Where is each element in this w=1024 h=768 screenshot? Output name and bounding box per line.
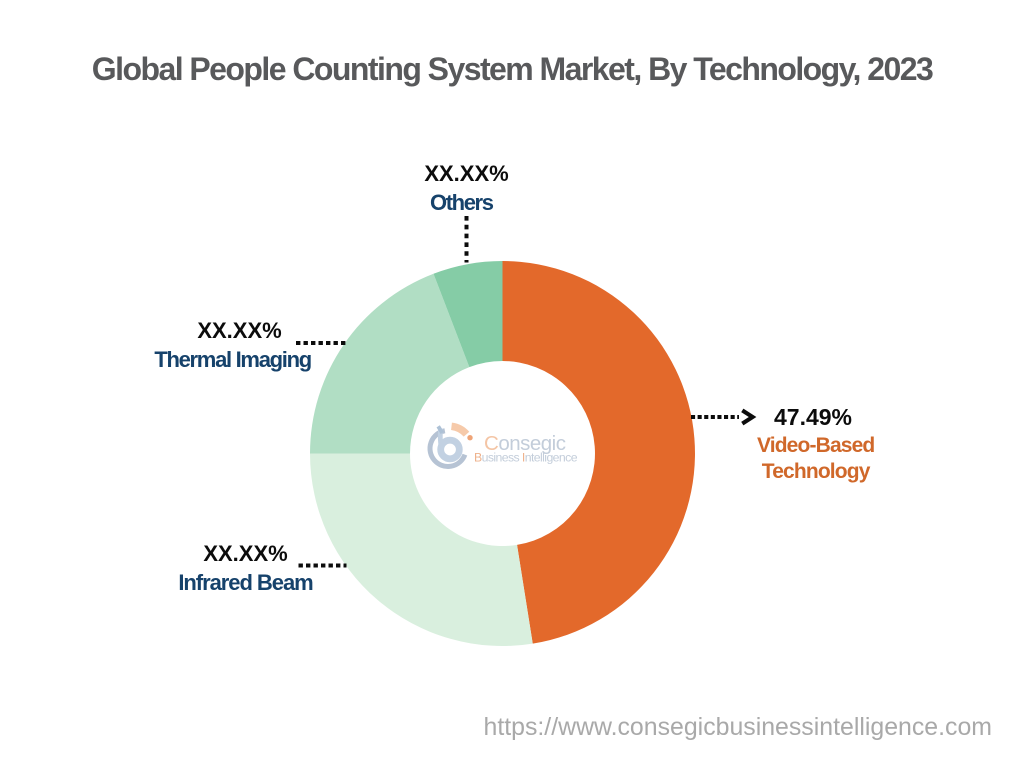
svg-text:Consegic: Consegic [484,432,566,455]
svg-text:Business Intelligence: Business Intelligence [474,450,578,464]
